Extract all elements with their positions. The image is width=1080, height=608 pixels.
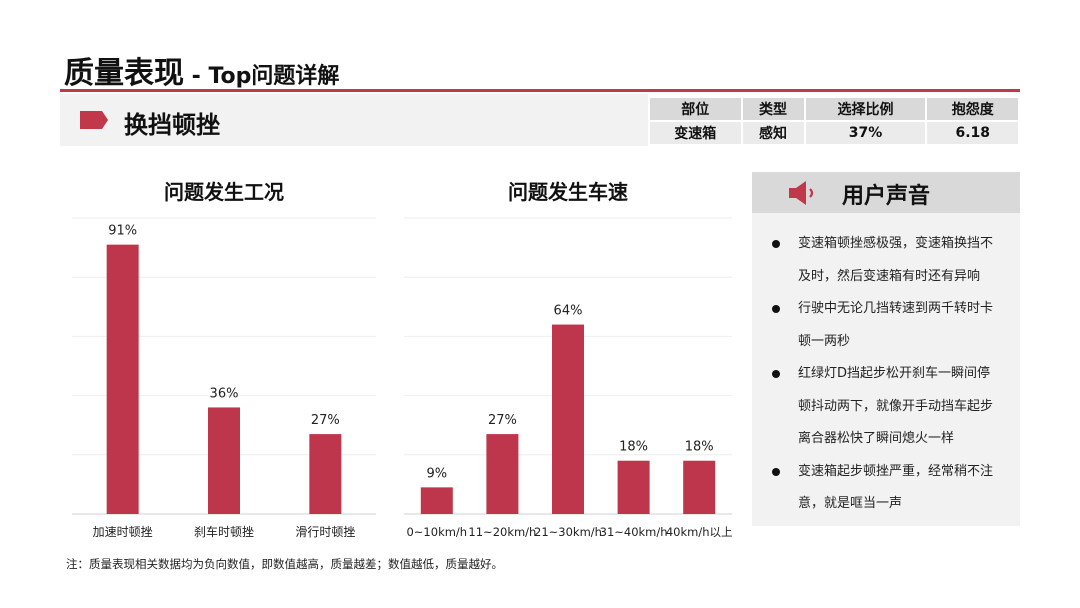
data-label: 91% — [108, 224, 137, 239]
category-label: 11~20km/h — [468, 525, 536, 539]
bullet-icon — [772, 370, 780, 378]
meta-value-cell: 变速箱 — [648, 120, 743, 146]
data-label: 36% — [210, 386, 239, 401]
user-voice-text: 红绿灯D挡起步松开刹车一瞬间停顿抖动两下，就像开手动挡车起步离合器松快了瞬间熄火… — [798, 366, 994, 446]
speaker-icon — [789, 181, 814, 205]
bar — [420, 487, 453, 514]
bar — [486, 434, 519, 514]
category-label: 加速时顿挫 — [93, 525, 153, 539]
meta-header-cell: 选择比例 — [803, 96, 928, 122]
user-voice-item: 变速箱顿挫感极强，变速箱换挡不及时，然后变速箱有时还有异响 — [752, 228, 1020, 293]
data-label: 9% — [426, 466, 447, 481]
meta-header-cell: 部位 — [648, 96, 743, 122]
user-voice-text: 变速箱起步顿挫严重，经常稍不注意，就是哐当一声 — [798, 463, 994, 512]
meta-value-cell: 6.18 — [925, 120, 1020, 146]
bar — [552, 324, 584, 514]
meta-value-cell: 感知 — [740, 120, 806, 146]
bar — [617, 460, 650, 514]
bar — [106, 244, 139, 514]
user-voice-item: 行驶中无论几挡转速到两千转时卡顿一两秒 — [752, 293, 1020, 358]
category-label: 21~30km/h — [534, 525, 602, 539]
bullet-icon — [772, 240, 780, 248]
page-title-main: 质量表现 — [64, 56, 184, 91]
category-label: 刹车时顿挫 — [194, 524, 254, 539]
category-label: 31~40km/h — [600, 525, 668, 539]
footnote: 注：质量表现相关数据均为负向数值，即数值越高，质量越差；数值越低，质量越好。 — [66, 557, 503, 571]
category-label: 40km/h以上 — [666, 525, 733, 539]
meta-value-row: 变速箱 感知 37% 6.18 — [648, 120, 1020, 146]
bar — [683, 460, 716, 514]
flag-icon — [80, 111, 108, 129]
title-divider — [60, 89, 1020, 92]
user-voice-text: 变速箱顿挫感极强，变速箱换挡不及时，然后变速箱有时还有异响 — [798, 236, 994, 284]
bullet-icon — [772, 467, 780, 476]
chart-speed: 9% 0~10km/h 27% 11~20km/h 64% 21~30km/h 18% 31~… — [404, 217, 733, 539]
chart-condition: 91% 加速时顿挫 36% 刹车时顿挫 27% 滑行时顿挫 — [72, 217, 376, 539]
chart-title-condition: 问题发生工况 — [164, 180, 284, 204]
data-label: 27% — [488, 413, 517, 428]
meta-header-cell: 抱怨度 — [925, 96, 1020, 122]
page-title: 质量表现 - Top问题详解 — [64, 48, 339, 92]
chart-title-speed: 问题发生车速 — [508, 180, 628, 204]
user-voice-list: 变速箱顿挫感极强，变速箱换挡不及时，然后变速箱有时还有异响 行驶中无论几挡转速到… — [752, 228, 1020, 521]
category-label: 滑行时顿挫 — [295, 525, 355, 539]
meta-header-row: 部位 类型 选择比例 抱怨度 — [648, 96, 1020, 122]
user-voice-panel: 用户声音 变速箱顿挫感极强，变速箱换挡不及时，然后变速箱有时还有异响 行驶中无论… — [752, 172, 1020, 526]
meta-value-cell: 37% — [803, 120, 928, 146]
bar — [208, 407, 240, 514]
user-voice-header: 用户声音 — [752, 172, 1020, 213]
issue-banner: 换挡顿挫 — [60, 94, 648, 146]
user-voice-text: 行驶中无论几挡转速到两千转时卡顿一两秒 — [798, 301, 994, 349]
issue-label: 换挡顿挫 — [124, 111, 220, 139]
meta-header-cell: 类型 — [740, 96, 806, 122]
bar — [309, 434, 342, 514]
bullet-icon — [772, 305, 780, 313]
data-label: 18% — [685, 440, 714, 455]
user-voice-title: 用户声音 — [842, 184, 931, 209]
category-label: 0~10km/h — [406, 525, 467, 539]
user-voice-item: 红绿灯D挡起步松开刹车一瞬间停顿抖动两下，就像开手动挡车起步离合器松快了瞬间熄火… — [752, 358, 1020, 456]
data-label: 18% — [619, 440, 648, 455]
data-label: 64% — [554, 304, 583, 319]
issue-meta-table: 部位 类型 选择比例 抱怨度 变速箱 感知 37% 6.18 — [648, 96, 1020, 146]
user-voice-item: 变速箱起步顿挫严重，经常稍不注意，就是哐当一声 — [752, 456, 1020, 521]
page-title-sub: - Top问题详解 — [184, 64, 340, 89]
data-label: 27% — [311, 413, 340, 428]
